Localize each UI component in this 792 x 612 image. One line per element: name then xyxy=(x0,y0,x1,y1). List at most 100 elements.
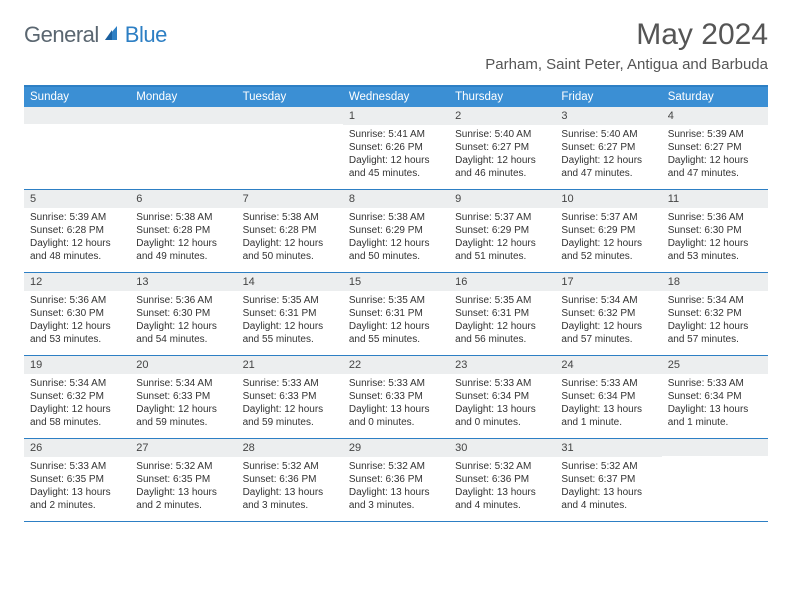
sunset-line: Sunset: 6:37 PM xyxy=(561,473,655,486)
day-details: Sunrise: 5:36 AMSunset: 6:30 PMDaylight:… xyxy=(24,291,130,352)
day-number: 6 xyxy=(130,190,236,208)
day-details: Sunrise: 5:33 AMSunset: 6:35 PMDaylight:… xyxy=(24,457,130,518)
weekday-header: Thursday xyxy=(449,87,555,107)
day-cell: 2Sunrise: 5:40 AMSunset: 6:27 PMDaylight… xyxy=(449,107,555,189)
day-details: Sunrise: 5:38 AMSunset: 6:28 PMDaylight:… xyxy=(237,208,343,269)
day-details: Sunrise: 5:33 AMSunset: 6:34 PMDaylight:… xyxy=(449,374,555,435)
day-cell: 19Sunrise: 5:34 AMSunset: 6:32 PMDayligh… xyxy=(24,356,130,438)
day-cell: 28Sunrise: 5:32 AMSunset: 6:36 PMDayligh… xyxy=(237,439,343,521)
daylight-line: Daylight: 13 hours and 1 minute. xyxy=(668,403,762,429)
day-cell: 22Sunrise: 5:33 AMSunset: 6:33 PMDayligh… xyxy=(343,356,449,438)
daylight-line: Daylight: 12 hours and 57 minutes. xyxy=(561,320,655,346)
day-number: 9 xyxy=(449,190,555,208)
location-subtitle: Parham, Saint Peter, Antigua and Barbuda xyxy=(485,56,768,73)
day-number: 29 xyxy=(343,439,449,457)
day-number: 23 xyxy=(449,356,555,374)
daylight-line: Daylight: 12 hours and 59 minutes. xyxy=(136,403,230,429)
day-cell: 6Sunrise: 5:38 AMSunset: 6:28 PMDaylight… xyxy=(130,190,236,272)
day-details: Sunrise: 5:40 AMSunset: 6:27 PMDaylight:… xyxy=(555,125,661,186)
day-details: Sunrise: 5:32 AMSunset: 6:36 PMDaylight:… xyxy=(449,457,555,518)
sunrise-line: Sunrise: 5:40 AM xyxy=(561,128,655,141)
week-row: 1Sunrise: 5:41 AMSunset: 6:26 PMDaylight… xyxy=(24,107,768,190)
week-row: 5Sunrise: 5:39 AMSunset: 6:28 PMDaylight… xyxy=(24,190,768,273)
day-cell: 12Sunrise: 5:36 AMSunset: 6:30 PMDayligh… xyxy=(24,273,130,355)
weekday-header-row: SundayMondayTuesdayWednesdayThursdayFrid… xyxy=(24,87,768,107)
sunset-line: Sunset: 6:32 PM xyxy=(561,307,655,320)
daylight-line: Daylight: 13 hours and 4 minutes. xyxy=(455,486,549,512)
sunset-line: Sunset: 6:34 PM xyxy=(455,390,549,403)
sunset-line: Sunset: 6:27 PM xyxy=(668,141,762,154)
day-details: Sunrise: 5:35 AMSunset: 6:31 PMDaylight:… xyxy=(449,291,555,352)
sunrise-line: Sunrise: 5:34 AM xyxy=(30,377,124,390)
day-number xyxy=(130,107,236,124)
day-number: 31 xyxy=(555,439,661,457)
day-number: 15 xyxy=(343,273,449,291)
day-details: Sunrise: 5:40 AMSunset: 6:27 PMDaylight:… xyxy=(449,125,555,186)
daylight-line: Daylight: 12 hours and 53 minutes. xyxy=(30,320,124,346)
sunset-line: Sunset: 6:33 PM xyxy=(243,390,337,403)
day-number: 22 xyxy=(343,356,449,374)
daylight-line: Daylight: 13 hours and 4 minutes. xyxy=(561,486,655,512)
daylight-line: Daylight: 12 hours and 54 minutes. xyxy=(136,320,230,346)
day-cell: 26Sunrise: 5:33 AMSunset: 6:35 PMDayligh… xyxy=(24,439,130,521)
logo-sail-icon xyxy=(103,24,123,47)
sunset-line: Sunset: 6:35 PM xyxy=(136,473,230,486)
sunrise-line: Sunrise: 5:32 AM xyxy=(561,460,655,473)
day-number: 28 xyxy=(237,439,343,457)
weekday-header: Wednesday xyxy=(343,87,449,107)
sunset-line: Sunset: 6:30 PM xyxy=(668,224,762,237)
daylight-line: Daylight: 12 hours and 55 minutes. xyxy=(349,320,443,346)
day-number: 27 xyxy=(130,439,236,457)
logo-text-general: General xyxy=(24,22,99,48)
day-details: Sunrise: 5:34 AMSunset: 6:32 PMDaylight:… xyxy=(662,291,768,352)
day-cell: 7Sunrise: 5:38 AMSunset: 6:28 PMDaylight… xyxy=(237,190,343,272)
day-number: 18 xyxy=(662,273,768,291)
day-cell: 5Sunrise: 5:39 AMSunset: 6:28 PMDaylight… xyxy=(24,190,130,272)
day-details: Sunrise: 5:37 AMSunset: 6:29 PMDaylight:… xyxy=(449,208,555,269)
day-number: 11 xyxy=(662,190,768,208)
sunrise-line: Sunrise: 5:33 AM xyxy=(349,377,443,390)
day-details: Sunrise: 5:32 AMSunset: 6:36 PMDaylight:… xyxy=(237,457,343,518)
daylight-line: Daylight: 12 hours and 48 minutes. xyxy=(30,237,124,263)
sunset-line: Sunset: 6:31 PM xyxy=(455,307,549,320)
day-number: 10 xyxy=(555,190,661,208)
sunrise-line: Sunrise: 5:35 AM xyxy=(455,294,549,307)
sunrise-line: Sunrise: 5:35 AM xyxy=(243,294,337,307)
day-cell xyxy=(237,107,343,189)
day-details: Sunrise: 5:37 AMSunset: 6:29 PMDaylight:… xyxy=(555,208,661,269)
sunrise-line: Sunrise: 5:36 AM xyxy=(30,294,124,307)
day-details: Sunrise: 5:38 AMSunset: 6:29 PMDaylight:… xyxy=(343,208,449,269)
sunset-line: Sunset: 6:27 PM xyxy=(561,141,655,154)
day-cell: 24Sunrise: 5:33 AMSunset: 6:34 PMDayligh… xyxy=(555,356,661,438)
day-details: Sunrise: 5:34 AMSunset: 6:32 PMDaylight:… xyxy=(24,374,130,435)
sunrise-line: Sunrise: 5:34 AM xyxy=(668,294,762,307)
daylight-line: Daylight: 13 hours and 2 minutes. xyxy=(30,486,124,512)
sunrise-line: Sunrise: 5:33 AM xyxy=(30,460,124,473)
sunrise-line: Sunrise: 5:36 AM xyxy=(668,211,762,224)
day-details: Sunrise: 5:32 AMSunset: 6:35 PMDaylight:… xyxy=(130,457,236,518)
day-details: Sunrise: 5:33 AMSunset: 6:34 PMDaylight:… xyxy=(662,374,768,435)
week-row: 26Sunrise: 5:33 AMSunset: 6:35 PMDayligh… xyxy=(24,439,768,522)
day-cell: 25Sunrise: 5:33 AMSunset: 6:34 PMDayligh… xyxy=(662,356,768,438)
sunset-line: Sunset: 6:31 PM xyxy=(349,307,443,320)
sunrise-line: Sunrise: 5:39 AM xyxy=(668,128,762,141)
daylight-line: Daylight: 12 hours and 51 minutes. xyxy=(455,237,549,263)
day-number xyxy=(237,107,343,124)
sunset-line: Sunset: 6:34 PM xyxy=(561,390,655,403)
day-cell: 27Sunrise: 5:32 AMSunset: 6:35 PMDayligh… xyxy=(130,439,236,521)
sunset-line: Sunset: 6:36 PM xyxy=(349,473,443,486)
day-cell: 15Sunrise: 5:35 AMSunset: 6:31 PMDayligh… xyxy=(343,273,449,355)
sunset-line: Sunset: 6:26 PM xyxy=(349,141,443,154)
sunrise-line: Sunrise: 5:32 AM xyxy=(243,460,337,473)
daylight-line: Daylight: 12 hours and 50 minutes. xyxy=(349,237,443,263)
day-cell: 14Sunrise: 5:35 AMSunset: 6:31 PMDayligh… xyxy=(237,273,343,355)
calendar: SundayMondayTuesdayWednesdayThursdayFrid… xyxy=(24,85,768,522)
day-cell: 16Sunrise: 5:35 AMSunset: 6:31 PMDayligh… xyxy=(449,273,555,355)
day-cell xyxy=(130,107,236,189)
sunrise-line: Sunrise: 5:33 AM xyxy=(455,377,549,390)
daylight-line: Daylight: 12 hours and 45 minutes. xyxy=(349,154,443,180)
day-details: Sunrise: 5:35 AMSunset: 6:31 PMDaylight:… xyxy=(237,291,343,352)
sunrise-line: Sunrise: 5:39 AM xyxy=(30,211,124,224)
sunset-line: Sunset: 6:29 PM xyxy=(455,224,549,237)
day-cell: 31 Sunrise: 5:32 AMSunset: 6:37 PMDayligh… xyxy=(555,439,661,521)
